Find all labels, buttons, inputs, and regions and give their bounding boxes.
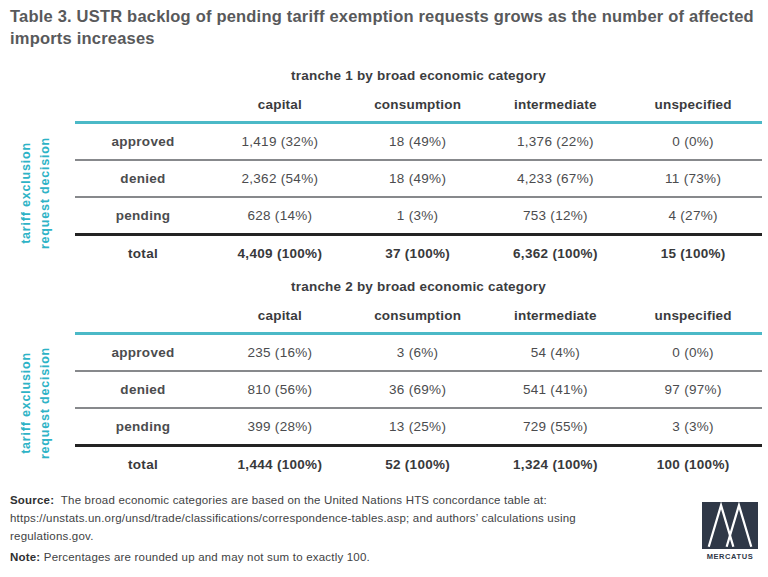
tranche2-table: tranche 2 by broad economic category cap… — [75, 279, 762, 481]
cell-value: 0 (0%) — [624, 134, 762, 149]
figure-title: Table 3. USTR backlog of pending tariff … — [10, 5, 758, 50]
table-row-total: total 1,444 (100%) 52 (100%) 1,324 (100%… — [75, 447, 762, 481]
cell-value: 0 (0%) — [624, 345, 762, 360]
cell-value: 13 (25%) — [349, 419, 487, 434]
cell-value: 18 (49%) — [349, 171, 487, 186]
column-header-intermediate: intermediate — [487, 97, 625, 112]
source-note: Source: The broad economic categories ar… — [10, 492, 638, 545]
cell-value: 235 (16%) — [211, 345, 349, 360]
cell-value: 54 (4%) — [487, 345, 625, 360]
row-label-total: total — [75, 246, 211, 261]
cell-value: 541 (41%) — [487, 382, 625, 397]
cell-value: 1,376 (22%) — [487, 134, 625, 149]
cell-value: 15 (100%) — [624, 246, 762, 261]
table-row-approved: approved 235 (16%) 3 (6%) 54 (4%) 0 (0%) — [75, 335, 762, 370]
source-text: The broad economic categories are based … — [10, 494, 576, 542]
column-header-intermediate: intermediate — [487, 308, 625, 323]
cell-value: 3 (3%) — [624, 419, 762, 434]
cell-value: 11 (73%) — [624, 171, 762, 186]
tranche2-caption: tranche 2 by broad economic category — [75, 279, 762, 297]
column-header-consumption: consumption — [349, 97, 487, 112]
table-row-approved: approved 1,419 (32%) 18 (49%) 1,376 (22%… — [75, 124, 762, 159]
cell-value: 1,419 (32%) — [211, 134, 349, 149]
row-label-total: total — [75, 457, 211, 472]
tranche1-header-row: capital consumption intermediate unspeci… — [75, 94, 762, 114]
cell-value: 18 (49%) — [349, 134, 487, 149]
row-label-pending: pending — [75, 419, 211, 434]
cell-value: 3 (6%) — [349, 345, 487, 360]
note: Note: Percentages are rounded up and may… — [10, 551, 638, 563]
cell-value: 1,324 (100%) — [487, 457, 625, 472]
row-label-denied: denied — [75, 382, 211, 397]
cell-value: 6,362 (100%) — [487, 246, 625, 261]
row-axis-label-line2: request decision — [36, 137, 55, 249]
cell-value: 4 (27%) — [624, 208, 762, 223]
column-header-unspecified: unspecified — [624, 97, 762, 112]
cell-value: 37 (100%) — [349, 246, 487, 261]
tranche1-table: tranche 1 by broad economic category cap… — [75, 68, 762, 270]
cell-value: 628 (14%) — [211, 208, 349, 223]
row-label-pending: pending — [75, 208, 211, 223]
row-label-approved: approved — [75, 345, 211, 360]
note-text: Percentages are rounded up and may not s… — [44, 551, 370, 563]
table-row-denied: denied 2,362 (54%) 18 (49%) 4,233 (67%) … — [75, 161, 762, 196]
note-label: Note: — [10, 551, 40, 563]
cell-value: 810 (56%) — [211, 382, 349, 397]
table-row-pending: pending 628 (14%) 1 (3%) 753 (12%) 4 (27… — [75, 198, 762, 233]
table-row-pending: pending 399 (28%) 13 (25%) 729 (55%) 3 (… — [75, 409, 762, 444]
column-header-consumption: consumption — [349, 308, 487, 323]
tranche1-caption: tranche 1 by broad economic category — [75, 68, 762, 86]
mercatus-logo: MERCATUS — [702, 502, 758, 561]
cell-value: 4,409 (100%) — [211, 246, 349, 261]
cell-value: 2,362 (54%) — [211, 171, 349, 186]
cell-value: 97 (97%) — [624, 382, 762, 397]
mercatus-m-icon — [702, 502, 758, 549]
cell-value: 4,233 (67%) — [487, 171, 625, 186]
tranche1-row-axis-label: tariff exclusion request decision — [15, 113, 57, 273]
tranche2-header-row: capital consumption intermediate unspeci… — [75, 305, 762, 325]
cell-value: 52 (100%) — [349, 457, 487, 472]
column-header-capital: capital — [211, 308, 349, 323]
mercatus-logo-text: MERCATUS — [702, 552, 758, 561]
table-row-total: total 4,409 (100%) 37 (100%) 6,362 (100%… — [75, 236, 762, 270]
cell-value: 100 (100%) — [624, 457, 762, 472]
row-label-approved: approved — [75, 134, 211, 149]
row-axis-label-line1: tariff exclusion — [17, 142, 36, 244]
cell-value: 1,444 (100%) — [211, 457, 349, 472]
mercatus-logo-mark — [702, 502, 758, 549]
source-label: Source: — [10, 494, 54, 506]
table-row-denied: denied 810 (56%) 36 (69%) 541 (41%) 97 (… — [75, 372, 762, 407]
cell-value: 753 (12%) — [487, 208, 625, 223]
column-header-unspecified: unspecified — [624, 308, 762, 323]
cell-value: 729 (55%) — [487, 419, 625, 434]
cell-value: 399 (28%) — [211, 419, 349, 434]
row-axis-label-line2: request decision — [36, 347, 55, 459]
tranche2-row-axis-label: tariff exclusion request decision — [15, 323, 57, 483]
row-label-denied: denied — [75, 171, 211, 186]
column-header-capital: capital — [211, 97, 349, 112]
row-axis-label-line1: tariff exclusion — [17, 352, 36, 454]
cell-value: 1 (3%) — [349, 208, 487, 223]
cell-value: 36 (69%) — [349, 382, 487, 397]
